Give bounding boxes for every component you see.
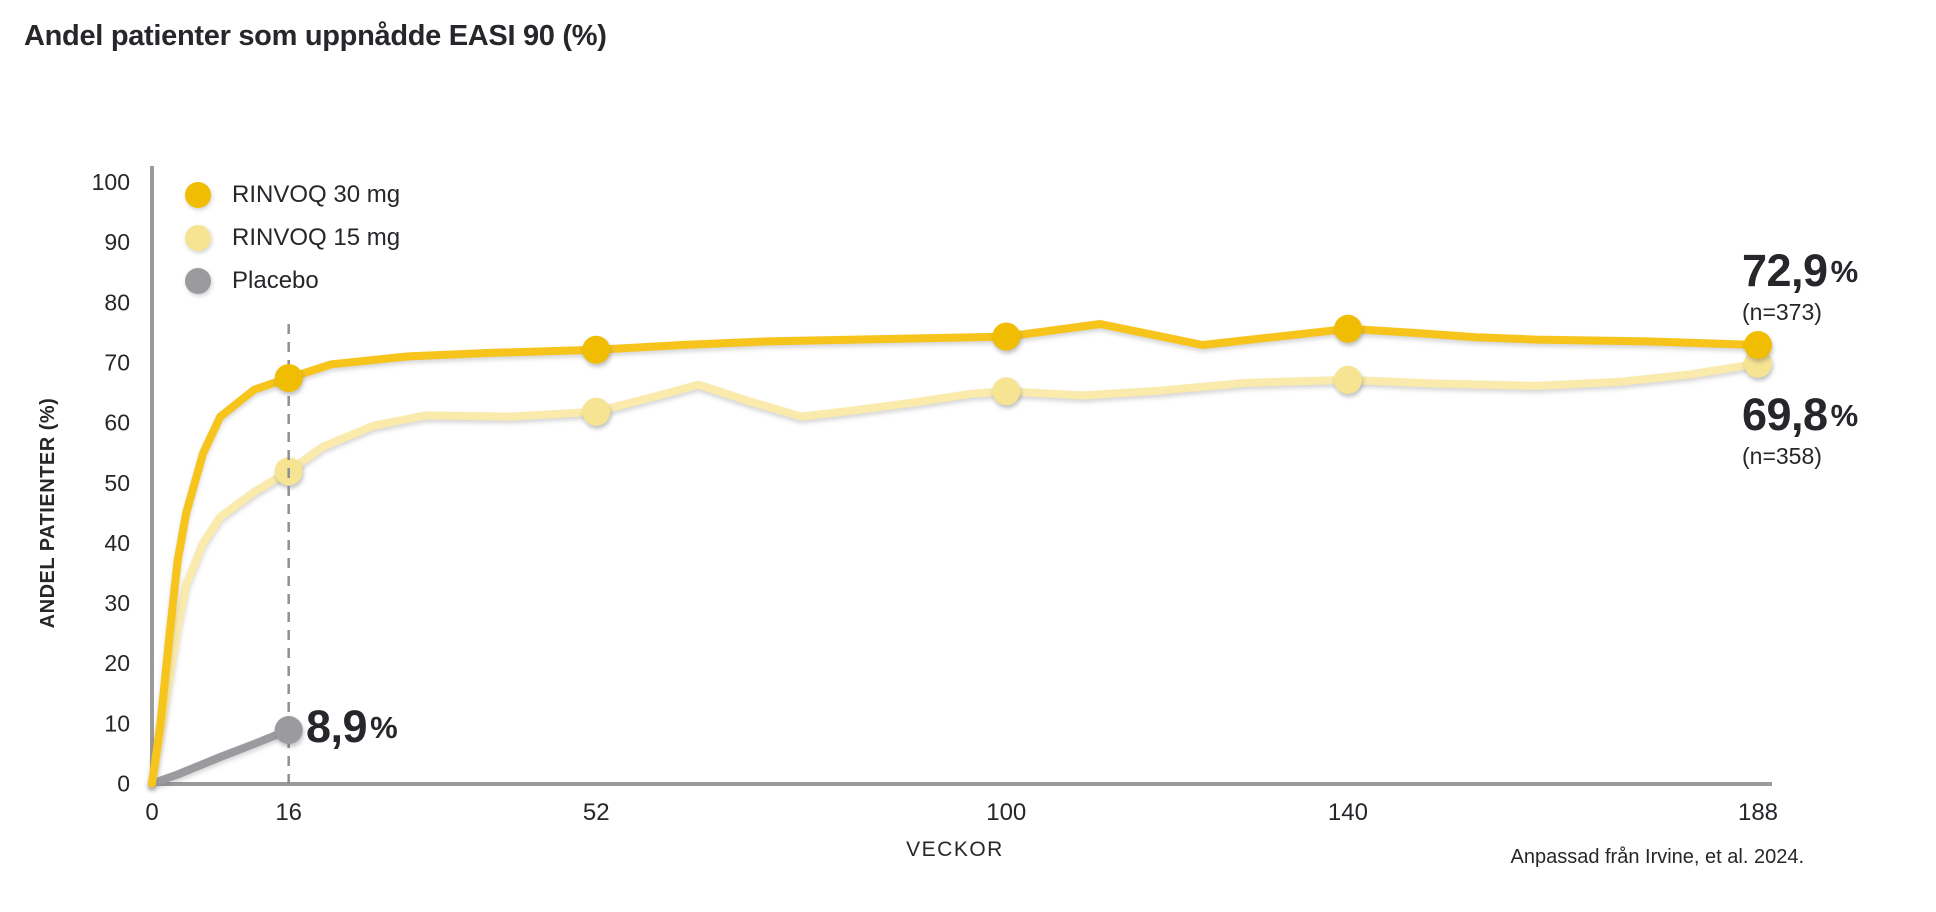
rinvoq-15mg-result-value: 69,8	[1742, 389, 1828, 440]
marker-rinvoq-15-mg-week-140	[1334, 365, 1362, 394]
x-tick-label-140: 140	[1328, 799, 1368, 826]
legend-dot-rinvoq-30mg-icon	[185, 182, 211, 208]
marker-rinvoq-30-mg-week-188	[1744, 331, 1772, 359]
y-axis-title: ANDEL PATIENTER (%)	[37, 397, 59, 629]
y-tick-label-90: 90	[104, 229, 130, 255]
rinvoq-15mg-result-n: (n=358)	[1742, 443, 1822, 469]
x-tick-label-16: 16	[275, 799, 302, 826]
legend-label-rinvoq-15mg: RINVOQ 15 mg	[232, 224, 401, 251]
y-tick-label-20: 20	[104, 650, 130, 676]
y-tick-label-30: 30	[104, 590, 130, 616]
legend-label-placebo: Placebo	[232, 267, 319, 294]
marker-rinvoq-30-mg-week-16	[274, 364, 303, 393]
legend-item-rinvoq-15mg: RINVOQ 15 mg	[185, 224, 401, 251]
annotation-placebo-result: 8,9%	[306, 704, 398, 749]
rinvoq-30mg-result-n: (n=373)	[1742, 299, 1822, 325]
y-tick-label-100: 100	[92, 169, 130, 195]
rinvoq-30mg-result-value: 72,9	[1742, 245, 1828, 296]
x-tick-label-0: 0	[145, 799, 158, 826]
source-note: Anpassad från Irvine, et al. 2024.	[1510, 846, 1804, 868]
x-tick-label-52: 52	[583, 799, 610, 826]
y-tick-label-40: 40	[104, 530, 130, 556]
legend-item-rinvoq-30mg: RINVOQ 30 mg	[185, 181, 401, 208]
marker-rinvoq-15-mg-week-52	[582, 397, 611, 426]
legend-dot-rinvoq-15mg-icon	[185, 225, 211, 251]
y-tick-label-70: 70	[104, 349, 130, 375]
y-tick-label-80: 80	[104, 289, 130, 315]
placebo-result-value: 8,9	[306, 701, 368, 752]
annotation-rinvoq-30mg-result: 72,9% (n=373)	[1742, 248, 1858, 324]
marker-rinvoq-30-mg-week-52	[582, 335, 611, 364]
rinvoq-15mg-result-unit: %	[1830, 398, 1859, 433]
annotation-rinvoq-15mg-result: 69,8% (n=358)	[1742, 392, 1858, 468]
marker-placebo-week-16	[274, 716, 303, 744]
y-tick-label-60: 60	[104, 410, 130, 436]
placebo-result-unit: %	[370, 710, 398, 745]
legend-item-placebo: Placebo	[185, 267, 400, 294]
marker-rinvoq-15-mg-week-100	[992, 377, 1021, 406]
y-tick-label-0: 0	[117, 771, 130, 797]
chart-title: Andel patienter som uppnådde EASI 90 (%)	[24, 20, 607, 52]
x-axis-title: VECKOR	[906, 838, 1004, 861]
y-tick-label-50: 50	[104, 470, 130, 496]
series-line-placebo	[148, 726, 293, 788]
legend: RINVOQ 30 mg RINVOQ 15 mg Placebo	[185, 181, 401, 311]
rinvoq-30mg-result-unit: %	[1830, 254, 1859, 289]
x-tick-label-100: 100	[986, 799, 1026, 826]
legend-label-rinvoq-30mg: RINVOQ 30 mg	[232, 181, 401, 208]
x-tick-label-188: 188	[1738, 799, 1778, 826]
marker-rinvoq-30-mg-week-140	[1334, 314, 1362, 343]
legend-dot-placebo-icon	[185, 268, 211, 294]
y-tick-label-10: 10	[104, 710, 130, 736]
marker-rinvoq-30-mg-week-100	[992, 322, 1021, 351]
